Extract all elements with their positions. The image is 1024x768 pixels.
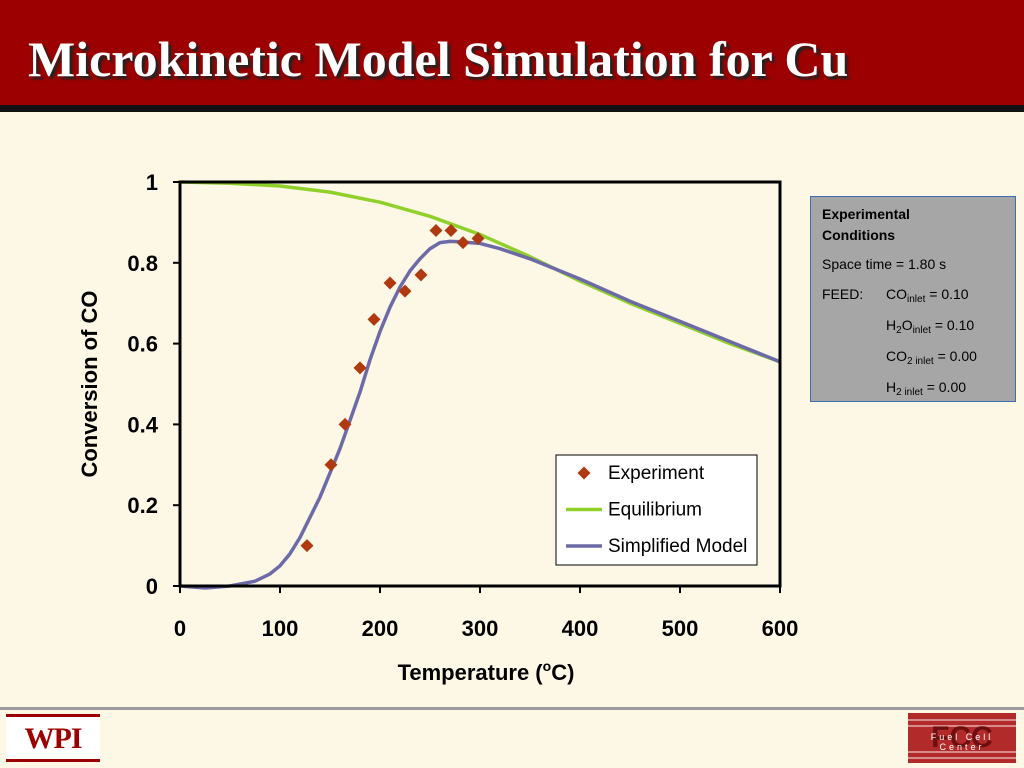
experimental-conditions-box: Experimental Conditions Space time = 1.8… [810,196,1016,402]
legend-label-equilibrium: Equilibrium [608,500,702,521]
experiment-point [429,223,443,237]
wpi-logo: WPI [6,714,100,762]
title-bar: Microkinetic Model Simulation for Cu [0,0,1024,112]
legend-marker-experiment [577,466,591,480]
x-tick-label: 300 [462,616,499,641]
h2-text: H [886,379,897,395]
h2-inlet-line: H2 inlet = 0.00 [886,379,966,398]
co2-inlet-value: = 0.00 [937,348,977,364]
fuel-cell-center-logo: FCC Fuel Cell Center [908,713,1016,763]
experiment-point [338,417,352,431]
fcc-logo-letters: FCC [931,721,993,754]
experiment-point [444,223,458,237]
h2o-inlet-value: = 0.10 [934,317,975,333]
experiment-point [324,458,338,472]
space-time-text: Space time = 1.80 s [822,256,947,272]
legend-label-simplified-model: Simplified Model [608,536,747,557]
y-axis-ticks: 0 0.2 0.4 0.6 0.8 1 [127,170,180,599]
experiment-point [471,232,485,246]
x-tick-label: 600 [762,616,799,641]
conditions-heading-line2: Conditions [822,227,896,243]
x-tick-label: 500 [662,616,699,641]
x-tick-label: 0 [174,616,186,641]
x-axis-label-main: Temperature ( [398,660,544,685]
experiment-point [367,312,381,326]
co2-inlet-sub: 2 inlet [907,356,934,367]
conditions-heading-line1: Experimental [822,206,910,222]
experiment-point [383,276,397,290]
y-tick-label: 0.6 [127,332,158,357]
conditions-heading: Experimental Conditions [822,204,910,246]
slide-footer [0,707,1024,768]
x-axis-label-unit: C) [551,660,574,685]
wpi-logo-text: WPI [24,722,83,755]
y-tick-label: 0.8 [127,251,158,276]
y-tick-label: 0 [146,574,158,599]
h2o-h: H [886,317,897,333]
y-axis-label: Conversion of CO [77,290,102,477]
x-axis-label-degree: o [543,658,552,674]
co-inlet-value: = 0.10 [929,286,969,302]
y-tick-label: 0.4 [127,412,158,437]
co2-text: CO [886,348,907,364]
footer-divider [0,707,1024,710]
h2o-two: 2 [896,325,902,336]
h2o-inlet-line: H2Oinlet = 0.10 [886,317,974,336]
x-axis-label: Temperature (oC) [398,658,575,685]
fcc-logo-subtitle: Fuel Cell Center [930,732,994,752]
slide-title: Microkinetic Model Simulation for Cu [28,31,849,87]
experiment-point [353,361,367,375]
experiment-point [456,236,470,250]
h2o-o: O [901,317,913,333]
x-tick-label: 200 [362,616,399,641]
y-tick-label: 0.2 [127,493,158,518]
h2-inlet-sub: 2 inlet [896,387,923,398]
x-tick-label: 400 [562,616,599,641]
equilibrium-series-line [179,180,781,364]
legend-label-experiment: Experiment [608,463,705,484]
y-tick-label: 1 [146,170,158,195]
experiment-point [398,284,412,298]
co-inlet-line: COinlet = 0.10 [886,286,969,305]
co-inlet-sub: inlet [907,294,926,305]
experiment-point [414,268,428,282]
h2o-inlet-sub: inlet [912,325,931,336]
plot-points [300,223,485,553]
co-text: CO [886,286,907,302]
chart-legend: Experiment Equilibrium Simplified Model [555,454,758,566]
x-tick-label: 100 [262,616,299,641]
x-axis-ticks: 0 100 200 300 400 500 600 [174,586,798,641]
experiment-point [300,539,314,553]
co2-inlet-line: CO2 inlet = 0.00 [886,348,977,367]
h2-inlet-value: = 0.00 [926,379,967,395]
simplified-model-series-line [179,239,781,590]
feed-label: FEED: [822,286,864,302]
